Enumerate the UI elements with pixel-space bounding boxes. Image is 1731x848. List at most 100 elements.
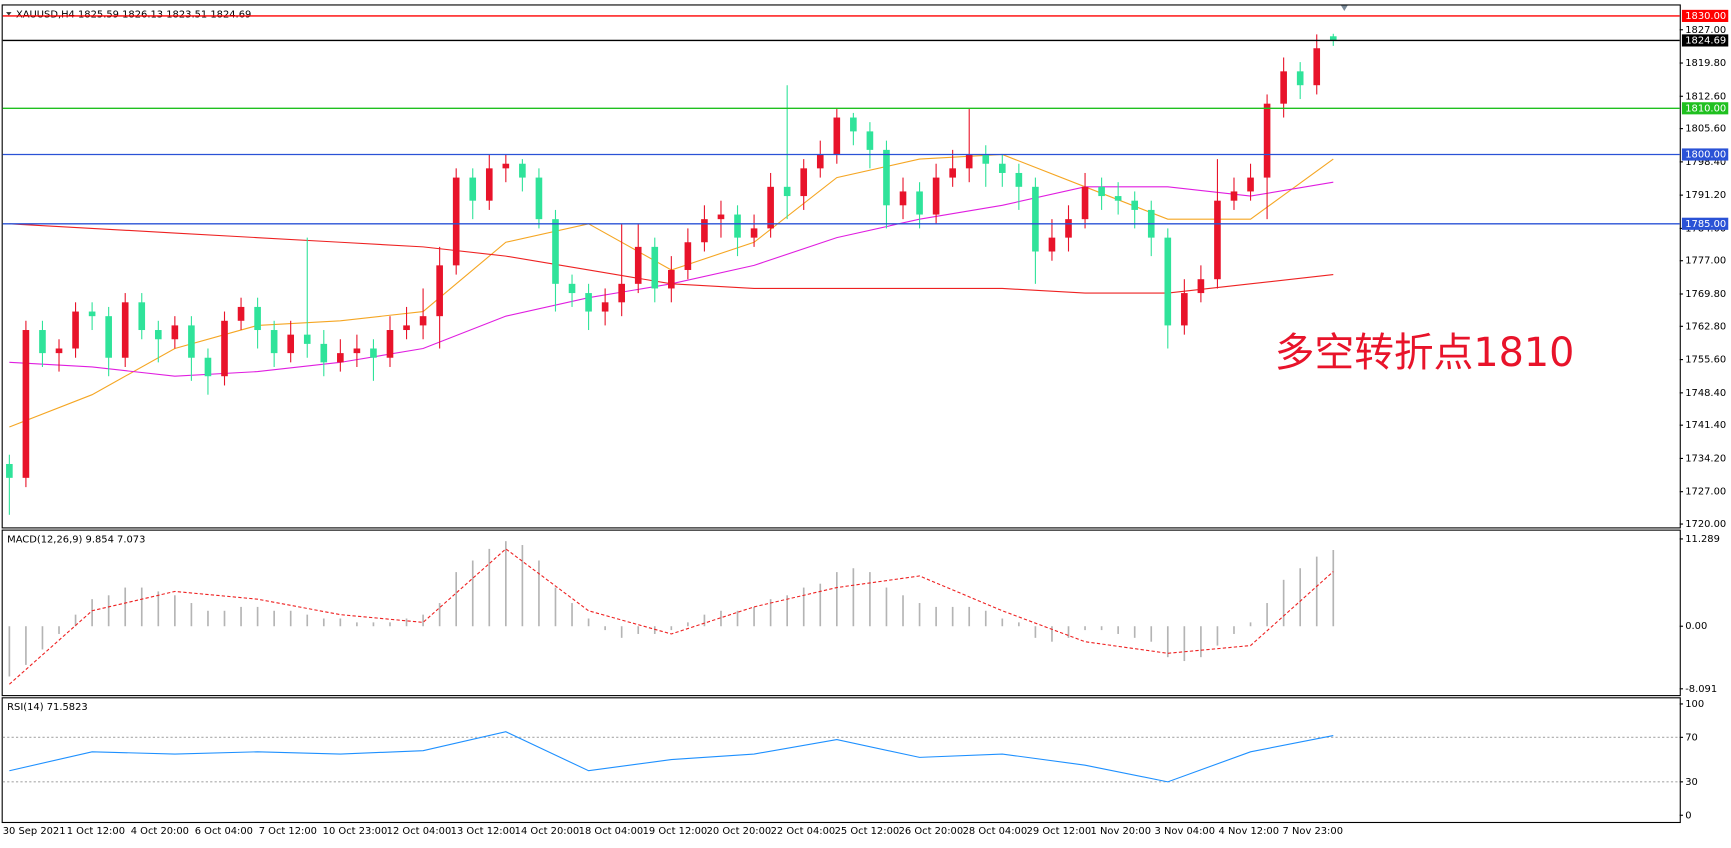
candle-body: [138, 302, 146, 331]
x-tick-label: 18 Oct 04:00: [579, 826, 644, 837]
candle-body: [866, 131, 874, 150]
candle-body: [1247, 177, 1254, 192]
x-tick-label: 26 Oct 20:00: [899, 826, 964, 837]
x-tick-label: 22 Oct 04:00: [771, 826, 836, 837]
candle-body: [337, 353, 344, 363]
candle-body: [568, 283, 576, 294]
level-label: 1785.00: [1685, 219, 1726, 230]
candle-body: [916, 191, 923, 215]
candle-body: [883, 149, 890, 206]
x-tick-label: 6 Oct 04:00: [195, 826, 253, 837]
candle-body: [684, 242, 692, 270]
y-tick-label: 1762.80: [1685, 321, 1726, 332]
candle-body: [469, 177, 477, 201]
candle-body: [816, 154, 824, 169]
level-label: 1810.00: [1685, 103, 1726, 114]
candle-body: [1197, 279, 1205, 294]
y-tick-label: 1727.00: [1685, 487, 1726, 498]
annotation: 多空转折点1810: [1275, 330, 1575, 376]
macd-pane: [1, 529, 1681, 697]
level-label-bg: [1681, 102, 1729, 115]
candle-body: [850, 117, 857, 132]
candle-body: [519, 163, 526, 178]
level-label-bg: [1681, 34, 1729, 47]
candle-body: [171, 325, 179, 340]
level-label: 1800.00: [1685, 149, 1726, 160]
y-tick-label: 1755.60: [1685, 355, 1726, 366]
x-tick-label: 7 Oct 12:00: [259, 826, 317, 837]
candle-body: [353, 348, 361, 354]
x-tick-label: 14 Oct 20:00: [515, 826, 580, 837]
y-tick-label: 1777.00: [1685, 256, 1726, 267]
candle-body: [1032, 186, 1039, 252]
candle-body: [436, 265, 443, 317]
candle-body: [601, 302, 609, 312]
candle-body: [1313, 48, 1321, 86]
candle-body: [270, 330, 278, 354]
rsi-pane: [1, 697, 1681, 824]
macd-signal: [8, 548, 1334, 685]
candle-body: [1081, 186, 1089, 220]
candle-body: [1280, 71, 1287, 104]
y-tick-label: 1819.80: [1685, 58, 1726, 69]
x-tick-label: 20 Oct 20:00: [707, 826, 772, 837]
candle-body: [204, 357, 212, 377]
candle-body: [1065, 219, 1072, 238]
candle-body: [965, 154, 973, 169]
candle-body: [618, 283, 625, 303]
candle-body: [88, 311, 96, 317]
candle-body: [39, 330, 46, 354]
y-tick-label: 0: [1685, 810, 1691, 821]
y-tick-label: 1748.40: [1685, 388, 1726, 399]
candle-body: [386, 330, 394, 358]
candle-body: [452, 177, 460, 266]
rsi-line: [9, 731, 1334, 783]
rsi-header: RSI(14) 71.5823: [7, 702, 88, 713]
macd-header: MACD(12,26,9) 9.854 7.073: [7, 534, 145, 545]
candle-body: [552, 219, 559, 284]
candle-body: [1214, 200, 1221, 280]
level-label: 1824.69: [1685, 35, 1726, 46]
candle-body: [651, 246, 659, 289]
y-tick-label: 11.289: [1685, 534, 1720, 545]
candle-body: [320, 343, 328, 363]
candle-body: [1048, 237, 1056, 252]
level-label-bg: [1681, 148, 1729, 161]
x-tick-label: 13 Oct 12:00: [451, 826, 516, 837]
candle-body: [6, 463, 13, 478]
y-tick-label: 1769.80: [1685, 289, 1726, 300]
x-tick-label: 29 Oct 12:00: [1027, 826, 1092, 837]
y-tick-label: 30: [1685, 777, 1698, 788]
candle-body: [932, 177, 940, 215]
candle-body: [899, 191, 907, 206]
candle-body: [668, 269, 675, 289]
x-tick-label: 7 Nov 23:00: [1283, 826, 1343, 837]
candle-body: [998, 163, 1006, 173]
candle-body: [1263, 103, 1271, 178]
y-tick-label: 1805.60: [1685, 124, 1726, 135]
candle-body: [254, 306, 261, 331]
candle-body: [403, 325, 410, 331]
y-tick-label: 1791.20: [1685, 190, 1726, 201]
candle-body: [535, 177, 543, 220]
x-tick-label: 4 Oct 20:00: [131, 826, 189, 837]
candle-body: [1230, 191, 1238, 201]
y-tick-label: 0.00: [1685, 621, 1707, 632]
main-header: XAUUSD,H4 1825.59 1826.13 1823.51 1824.6…: [16, 9, 251, 20]
candle-body: [1114, 196, 1122, 201]
candle-body: [783, 186, 791, 197]
candle-body: [154, 330, 162, 340]
y-tick-label: 1741.40: [1685, 420, 1726, 431]
x-tick-label: 3 Nov 04:00: [1155, 826, 1215, 837]
candle-body: [55, 348, 63, 354]
level-label-bg: [1681, 9, 1729, 22]
x-tick-label: 1 Nov 20:00: [1091, 826, 1151, 837]
candle-body: [221, 320, 228, 377]
x-tick-label: 25 Oct 12:00: [835, 826, 900, 837]
main-pane: [1, 4, 1681, 529]
x-tick-label: 28 Oct 04:00: [963, 826, 1028, 837]
y-tick-label: 1720.00: [1685, 519, 1726, 530]
y-tick-label: -8.091: [1685, 684, 1717, 695]
